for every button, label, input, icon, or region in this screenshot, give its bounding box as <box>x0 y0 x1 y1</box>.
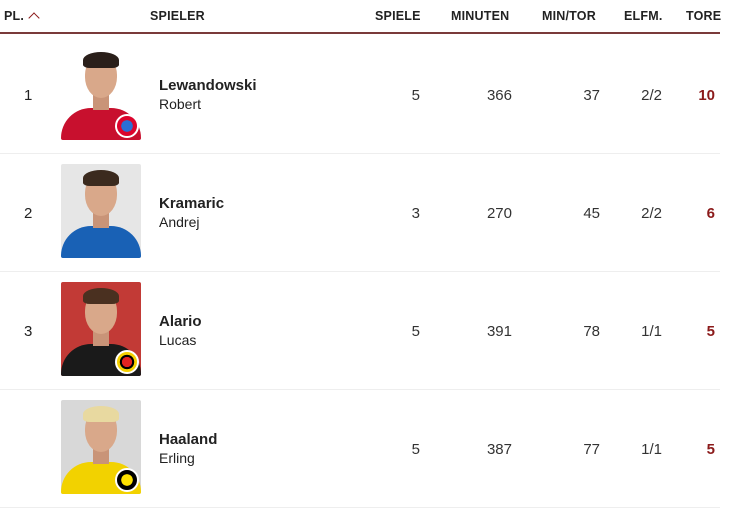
minuten-value: 270 <box>486 205 512 222</box>
player-last-name[interactable]: Alario <box>159 313 202 330</box>
tore-value: 5 <box>706 323 715 340</box>
min-tor-value: 37 <box>583 87 600 104</box>
spiele-value: 5 <box>411 87 420 104</box>
spiele-value: 3 <box>411 205 420 222</box>
player-photo <box>61 400 141 494</box>
header-spieler[interactable]: SPIELER <box>150 9 205 23</box>
table-row[interactable]: Haaland Erling 5 387 77 1/1 5 <box>0 390 720 508</box>
player-first-name: Robert <box>159 96 202 112</box>
table-row[interactable]: 1 Lewandowski Robert 5 366 37 2/2 10 <box>0 36 720 154</box>
player-photo <box>61 164 141 258</box>
min-tor-value: 45 <box>583 205 600 222</box>
header-min-tor[interactable]: MIN/TOR <box>542 9 596 23</box>
spiele-value: 5 <box>411 323 420 340</box>
player-last-name[interactable]: Lewandowski <box>159 77 257 94</box>
minuten-value: 366 <box>486 87 512 104</box>
tore-value: 5 <box>706 441 715 458</box>
minuten-value: 387 <box>486 441 512 458</box>
min-tor-value: 78 <box>583 323 600 340</box>
tore-value: 10 <box>698 87 715 104</box>
player-photo <box>61 46 141 140</box>
header-tore[interactable]: TORE <box>686 9 722 23</box>
chevron-up-icon <box>28 12 40 24</box>
minuten-value: 391 <box>486 323 512 340</box>
rank: 2 <box>24 205 33 222</box>
sort-pl-header[interactable]: PL. <box>4 9 40 24</box>
elfm-value: 1/1 <box>641 441 662 458</box>
player-first-name: Andrej <box>159 214 200 230</box>
player-first-name: Lucas <box>159 332 197 348</box>
elfm-value: 2/2 <box>641 87 662 104</box>
club-badge-icon <box>115 350 139 374</box>
min-tor-value: 77 <box>583 441 600 458</box>
tore-value: 6 <box>706 205 715 222</box>
header-spiele[interactable]: SPIELE <box>375 9 421 23</box>
player-photo <box>61 282 141 376</box>
spiele-value: 5 <box>411 441 420 458</box>
table-header: PL. SPIELER SPIELE MINUTEN MIN/TOR ELFM.… <box>0 0 722 34</box>
header-elfm[interactable]: ELFM. <box>624 9 663 23</box>
table-row[interactable]: 2 Kramaric Andrej 3 270 45 2/2 6 <box>0 154 720 272</box>
player-last-name[interactable]: Kramaric <box>159 195 225 212</box>
header-minuten[interactable]: MINUTEN <box>451 9 510 23</box>
player-last-name[interactable]: Haaland <box>159 431 218 448</box>
club-badge-icon <box>115 468 139 492</box>
table-row[interactable]: 3 Alario Lucas 5 391 78 1/1 5 <box>0 272 720 390</box>
player-first-name: Erling <box>159 450 195 466</box>
elfm-value: 1/1 <box>641 323 662 340</box>
rank: 1 <box>24 87 33 104</box>
club-badge-icon <box>115 114 139 138</box>
elfm-value: 2/2 <box>641 205 662 222</box>
rank: 3 <box>24 323 33 340</box>
